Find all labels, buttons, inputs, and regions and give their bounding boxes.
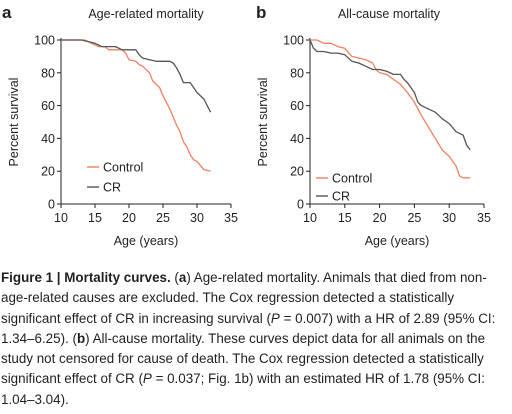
y-tick-label: 100 — [283, 34, 304, 48]
caption-panel-b-letter: b — [76, 330, 86, 346]
x-tick-label: 35 — [477, 211, 491, 225]
legend-label-control: Control — [103, 161, 143, 175]
legend-label-cr: CR — [332, 190, 350, 204]
y-axis-label: Percent survival — [7, 78, 21, 167]
figure-caption: Figure 1 | Mortality curves. (a) Age-rel… — [1, 270, 496, 407]
series-line-cr — [309, 39, 471, 151]
y-tick-label: 0 — [297, 198, 304, 212]
caption-p-symbol-a: P — [270, 310, 280, 326]
panel-a: a Age-related mortality 0 20 40 60 80 100 10 15 20… — [2, 3, 238, 248]
x-tick-label: 10 — [54, 211, 68, 225]
x-tick-label: 30 — [442, 211, 456, 225]
caption-panel-a-letter: a — [178, 270, 187, 285]
x-tick-label: 10 — [303, 211, 317, 225]
x-axis-label: Age (years) — [114, 234, 179, 248]
x-tick-label: 25 — [407, 211, 421, 225]
caption-panel-a-stats: = 0.007) with a HR of 2.89 (95% CI: 1.34… — [1, 310, 496, 346]
legend-label-control: Control — [332, 172, 372, 186]
x-tick-label: 20 — [122, 211, 136, 225]
y-tick-label: 100 — [34, 34, 55, 48]
series-line-control — [61, 39, 211, 172]
y-tick-label: 40 — [290, 132, 304, 146]
panel-letter: a — [2, 3, 12, 22]
chart-title: All-cause mortality — [338, 7, 441, 21]
y-tick-label: 0 — [48, 198, 55, 212]
x-tick-label: 15 — [88, 211, 102, 225]
y-tick-label: 60 — [41, 99, 55, 113]
y-tick-label: 20 — [290, 165, 304, 179]
x-tick-label: 30 — [190, 211, 204, 225]
caption-label: Figure 1 | Mortality curves. — [1, 270, 171, 285]
x-axis-label: Age (years) — [365, 234, 430, 248]
chart-title: Age-related mortality — [88, 7, 204, 21]
series-line-control — [310, 39, 471, 179]
x-tick-label: 20 — [373, 211, 387, 225]
y-tick-label: 40 — [41, 132, 55, 146]
y-tick-label: 80 — [41, 66, 55, 80]
y-tick-label: 60 — [290, 99, 304, 113]
caption-panel-b-text: All-cause mortality. These curves depict… — [1, 330, 486, 387]
x-tick-label: 25 — [156, 211, 170, 225]
x-tick-label: 15 — [338, 211, 352, 225]
caption-p-symbol-b: P — [142, 371, 152, 387]
legend-label-cr: CR — [103, 181, 121, 195]
panel-letter: b — [256, 3, 266, 22]
series-line-cr — [61, 39, 212, 113]
panel-b: b All-cause mortality 0 20 40 60 80 100 10 15 20 25… — [256, 3, 491, 248]
y-tick-label: 80 — [290, 66, 304, 80]
x-tick-label: 35 — [224, 211, 238, 225]
caption-panel-a-text: Age-related mortality. Animals that died… — [1, 270, 487, 326]
caption-panel-b-stats: = 0.037; Fig. 1b) with an estimated HR o… — [1, 371, 485, 407]
y-axis-label: Percent survival — [256, 78, 270, 167]
y-tick-label: 20 — [41, 165, 55, 179]
